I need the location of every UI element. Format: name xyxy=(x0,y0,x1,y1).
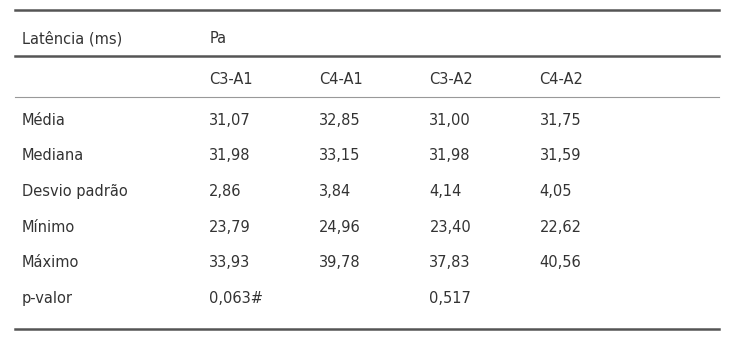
Text: Pa: Pa xyxy=(209,32,226,46)
Text: 22,62: 22,62 xyxy=(539,220,581,235)
Text: 37,83: 37,83 xyxy=(429,255,471,270)
Text: p-valor: p-valor xyxy=(22,291,73,306)
Text: 23,79: 23,79 xyxy=(209,220,251,235)
Text: 4,14: 4,14 xyxy=(429,184,462,199)
Text: C4-A2: C4-A2 xyxy=(539,72,584,87)
Text: 0,517: 0,517 xyxy=(429,291,471,306)
Text: 0,063#: 0,063# xyxy=(209,291,264,306)
Text: 31,75: 31,75 xyxy=(539,113,581,128)
Text: Média: Média xyxy=(22,113,66,128)
Text: Desvio padrão: Desvio padrão xyxy=(22,184,128,199)
Text: 31,07: 31,07 xyxy=(209,113,251,128)
Text: 23,40: 23,40 xyxy=(429,220,471,235)
Text: 3,84: 3,84 xyxy=(319,184,352,199)
Text: 4,05: 4,05 xyxy=(539,184,572,199)
Text: 32,85: 32,85 xyxy=(319,113,361,128)
Text: C3-A1: C3-A1 xyxy=(209,72,252,87)
Text: 31,59: 31,59 xyxy=(539,148,581,163)
Text: 39,78: 39,78 xyxy=(319,255,361,270)
Text: C3-A2: C3-A2 xyxy=(429,72,473,87)
Text: Mediana: Mediana xyxy=(22,148,84,163)
Text: C4-A1: C4-A1 xyxy=(319,72,363,87)
Text: Máximo: Máximo xyxy=(22,255,79,270)
Text: 2,86: 2,86 xyxy=(209,184,241,199)
Text: 31,00: 31,00 xyxy=(429,113,471,128)
Text: Latência (ms): Latência (ms) xyxy=(22,31,123,47)
Text: Mínimo: Mínimo xyxy=(22,220,76,235)
Text: 33,15: 33,15 xyxy=(319,148,360,163)
Text: 33,93: 33,93 xyxy=(209,255,250,270)
Text: 31,98: 31,98 xyxy=(209,148,251,163)
Text: 31,98: 31,98 xyxy=(429,148,471,163)
Text: 40,56: 40,56 xyxy=(539,255,581,270)
Text: 24,96: 24,96 xyxy=(319,220,361,235)
